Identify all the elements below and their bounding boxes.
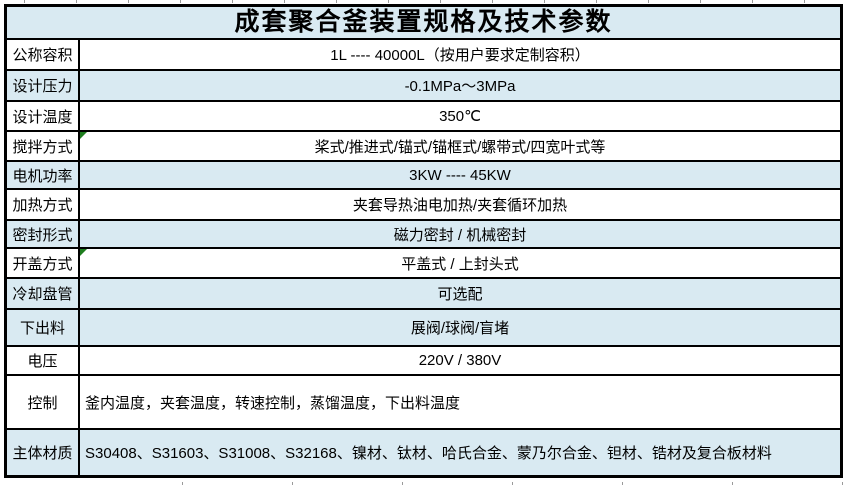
row-value: 220V / 380V — [418, 352, 502, 369]
row-value: 夹套导热油电加热/夹套循环加热 — [352, 197, 568, 214]
row-label-cell-design-pressure[interactable]: 设计压力 — [7, 71, 80, 100]
table-row: 开盖方式 平盖式 / 上封头式 — [7, 249, 840, 279]
row-value-cell-stirring-type[interactable]: 桨式/推进式/锚式/锚框式/螺带式/四宽叶式等 — [80, 132, 840, 160]
table-title-row[interactable]: 成套聚合釜装置规格及技术参数 — [7, 7, 840, 40]
row-label-cell-design-temperature[interactable]: 设计温度 — [7, 102, 80, 130]
table-row: 电机功率 3KW ---- 45KW — [7, 162, 840, 190]
row-label: 冷却盘管 — [12, 286, 73, 303]
row-label-cell-motor-power[interactable]: 电机功率 — [7, 162, 80, 188]
row-value-cell-voltage[interactable]: 220V / 380V — [80, 347, 840, 374]
row-value-cell-design-temperature[interactable]: 350℃ — [80, 102, 840, 130]
row-value: 可选配 — [437, 286, 483, 303]
top-gridline-ticks — [0, 0, 845, 3]
spec-table: 成套聚合釜装置规格及技术参数 公称容积 1L ---- 40000L（按用户要求定… — [4, 4, 843, 478]
table-title: 成套聚合釜装置规格及技术参数 — [234, 8, 613, 36]
table-row: 主体材质 S30408、S31603、S31008、S32168、镍材、钛材、哈氏… — [7, 430, 840, 475]
row-value-cell-design-pressure[interactable]: -0.1MPa～3MPa — [80, 71, 840, 100]
row-label: 加热方式 — [12, 197, 73, 214]
row-label: 公称容积 — [12, 47, 73, 64]
row-label: 搅拌方式 — [12, 138, 73, 156]
row-value-cell-cover-type[interactable]: 平盖式 / 上封头式 — [80, 249, 840, 277]
row-label: 密封形式 — [12, 226, 73, 244]
row-value-cell-nominal-volume[interactable]: 1L ---- 40000L（按用户要求定制容积） — [80, 40, 840, 69]
row-value-cell-bottom-discharge[interactable]: 展阀/球阀/盲堵 — [80, 310, 840, 345]
row-label-cell-cooling-coil[interactable]: 冷却盘管 — [7, 279, 80, 308]
row-label-cell-stirring-type[interactable]: 搅拌方式 — [7, 132, 80, 160]
row-label: 下出料 — [19, 320, 65, 337]
row-label: 电机功率 — [12, 167, 73, 185]
row-value-cell-control[interactable]: 釜内温度，夹套温度，转速控制，蒸馏温度，下出料温度 — [80, 376, 840, 428]
row-value: 桨式/推进式/锚式/锚框式/螺带式/四宽叶式等 — [314, 138, 606, 156]
table-row: 设计温度 350℃ — [7, 102, 840, 132]
row-value-cell-cooling-coil[interactable]: 可选配 — [80, 279, 840, 308]
row-value: 350℃ — [439, 108, 481, 125]
row-label: 主体材质 — [12, 445, 73, 462]
row-value: 平盖式 / 上封头式 — [401, 255, 519, 273]
table-row: 密封形式 磁力密封 / 机械密封 — [7, 221, 840, 249]
row-label-cell-heating-type[interactable]: 加热方式 — [7, 190, 80, 219]
row-label-cell-main-material[interactable]: 主体材质 — [7, 430, 80, 475]
table-row: 电压 220V / 380V — [7, 347, 840, 376]
row-label: 电压 — [27, 353, 58, 370]
row-value: 1L ---- 40000L（按用户要求定制容积） — [330, 47, 590, 64]
table-row: 搅拌方式 桨式/推进式/锚式/锚框式/螺带式/四宽叶式等 — [7, 132, 840, 162]
row-label-cell-cover-type[interactable]: 开盖方式 — [7, 249, 80, 277]
row-value: S30408、S31603、S31008、S32168、镍材、钛材、哈氏合金、蒙… — [85, 445, 772, 462]
table-row: 控制 釜内温度，夹套温度，转速控制，蒸馏温度，下出料温度 — [7, 376, 840, 430]
row-value-cell-heating-type[interactable]: 夹套导热油电加热/夹套循环加热 — [80, 190, 840, 219]
table-row: 设计压力 -0.1MPa～3MPa — [7, 71, 840, 102]
cell-comment-flag-icon — [80, 249, 87, 256]
row-value: 釜内温度，夹套温度，转速控制，蒸馏温度，下出料温度 — [85, 394, 461, 412]
cell-comment-flag-icon — [80, 132, 87, 139]
row-label: 设计温度 — [12, 108, 73, 126]
table-row: 下出料 展阀/球阀/盲堵 — [7, 310, 840, 347]
row-label-cell-voltage[interactable]: 电压 — [7, 347, 80, 374]
row-value: 3KW ---- 45KW — [409, 166, 511, 184]
row-value-cell-seal-type[interactable]: 磁力密封 / 机械密封 — [80, 221, 840, 247]
row-value: 展阀/球阀/盲堵 — [410, 320, 510, 337]
table-row: 冷却盘管 可选配 — [7, 279, 840, 310]
row-value: 磁力密封 / 机械密封 — [393, 226, 527, 244]
row-value-cell-main-material[interactable]: S30408、S31603、S31008、S32168、镍材、钛材、哈氏合金、蒙… — [80, 430, 840, 475]
row-value-cell-motor-power[interactable]: 3KW ---- 45KW — [80, 162, 840, 188]
row-label: 控制 — [27, 394, 58, 412]
row-label: 设计压力 — [12, 78, 73, 95]
table-row: 加热方式 夹套导热油电加热/夹套循环加热 — [7, 190, 840, 221]
row-label-cell-bottom-discharge[interactable]: 下出料 — [7, 310, 80, 345]
bottom-gridline-ticks — [0, 482, 845, 485]
row-label-cell-control[interactable]: 控制 — [7, 376, 80, 428]
row-value: -0.1MPa～3MPa — [404, 78, 516, 95]
row-label: 开盖方式 — [12, 255, 73, 273]
row-label-cell-nominal-volume[interactable]: 公称容积 — [7, 40, 80, 69]
table-row: 公称容积 1L ---- 40000L（按用户要求定制容积） — [7, 40, 840, 71]
row-label-cell-seal-type[interactable]: 密封形式 — [7, 221, 80, 247]
